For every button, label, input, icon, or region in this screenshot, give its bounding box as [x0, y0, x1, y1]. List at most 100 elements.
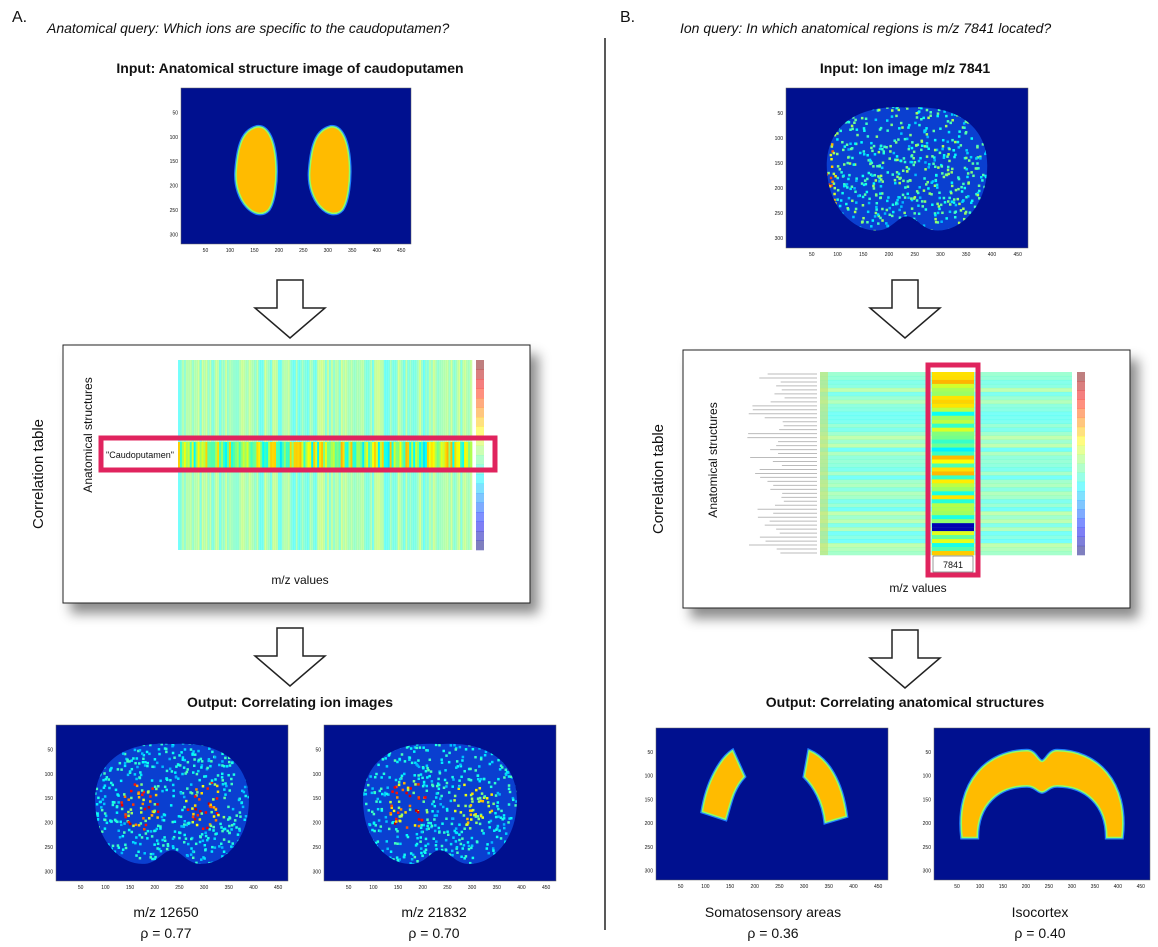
speckle: [385, 820, 388, 823]
speckle: [847, 156, 850, 159]
speckle: [473, 814, 476, 817]
speckle: [495, 816, 498, 819]
speckle: [171, 821, 174, 824]
output-title: Output: Correlating anatomical structure…: [766, 694, 1045, 710]
speckle: [178, 815, 181, 818]
speckle: [420, 852, 423, 855]
speckle: [878, 151, 881, 154]
speckle: [874, 174, 877, 177]
speckle: [445, 848, 448, 851]
speckle: [891, 173, 894, 176]
speckle: [230, 845, 233, 848]
speckle: [161, 790, 164, 793]
speckle: [917, 204, 920, 207]
speckle: [406, 826, 409, 829]
speckle: [491, 761, 494, 764]
speckle: [903, 157, 906, 160]
row-stripe: [366, 442, 368, 468]
speckle: [494, 812, 497, 815]
speckle: [128, 821, 131, 824]
speckle: [212, 826, 215, 829]
row-stripe: [221, 442, 223, 468]
speckle: [221, 760, 224, 763]
row-stripe: [262, 442, 264, 468]
image-y-tick: 100: [645, 774, 654, 780]
speckle: [223, 838, 226, 841]
speckle: [404, 811, 407, 814]
speckle: [200, 792, 203, 795]
image-y-tick: 50: [315, 747, 321, 753]
speckle: [157, 785, 160, 788]
speckle: [142, 758, 145, 761]
speckle: [105, 815, 108, 818]
speckle: [509, 791, 512, 794]
speckle: [214, 756, 217, 759]
speckle: [948, 131, 951, 134]
row-stripe: [203, 442, 205, 468]
speckle: [962, 208, 965, 211]
speckle: [470, 847, 473, 850]
speckle: [971, 137, 974, 140]
speckle: [364, 789, 367, 792]
speckle: [224, 757, 227, 760]
speckle: [921, 140, 924, 143]
speckle: [910, 197, 913, 200]
speckle: [401, 775, 404, 778]
speckle: [194, 804, 197, 807]
speckle: [139, 771, 142, 774]
speckle: [948, 148, 951, 151]
x-label: m/z values: [271, 573, 328, 587]
side-label: Correlation table: [30, 419, 47, 529]
column-stripe: [932, 467, 974, 471]
speckle: [965, 157, 968, 160]
speckle: [426, 828, 429, 831]
speckle: [860, 141, 863, 144]
speckle: [957, 141, 960, 144]
row-stripe: [448, 442, 450, 468]
colorbar: [1077, 464, 1085, 473]
row-stripe: [403, 442, 405, 468]
speckle: [218, 764, 221, 767]
row-stripe: [205, 442, 207, 468]
image-x-tick: 50: [346, 885, 352, 891]
row-stripe: [217, 442, 219, 468]
speckle: [908, 148, 911, 151]
speckle: [947, 120, 950, 123]
speckle: [375, 800, 378, 803]
speckle: [401, 814, 404, 817]
speckle: [137, 792, 140, 795]
input-title: Input: Anatomical structure image of cau…: [116, 60, 463, 76]
speckle: [451, 850, 454, 853]
speckle: [911, 161, 914, 164]
image-y-tick: 300: [45, 869, 54, 875]
speckle: [115, 789, 118, 792]
row-stripe: [382, 442, 384, 468]
speckle: [164, 786, 167, 789]
colorbar: [1077, 436, 1085, 445]
speckle: [411, 858, 414, 861]
speckle: [426, 825, 429, 828]
speckle: [924, 200, 927, 203]
speckle: [373, 813, 376, 816]
speckle: [186, 787, 189, 790]
image-x-tick: 150: [126, 885, 135, 891]
speckle: [417, 774, 420, 777]
flow-arrow: [870, 630, 940, 688]
speckle: [109, 819, 112, 822]
speckle: [134, 842, 137, 845]
speckle: [192, 750, 195, 753]
speckle: [383, 773, 386, 776]
speckle: [120, 824, 123, 827]
speckle: [386, 765, 389, 768]
speckle: [452, 836, 455, 839]
speckle: [174, 771, 177, 774]
speckle: [902, 170, 905, 173]
speckle: [208, 747, 211, 750]
speckle: [840, 171, 843, 174]
speckle: [508, 788, 511, 791]
speckle: [127, 774, 129, 777]
image-x-tick: 50: [203, 248, 209, 254]
speckle: [140, 783, 143, 786]
row-stripe: [452, 442, 454, 468]
column-stripe: [932, 523, 974, 527]
